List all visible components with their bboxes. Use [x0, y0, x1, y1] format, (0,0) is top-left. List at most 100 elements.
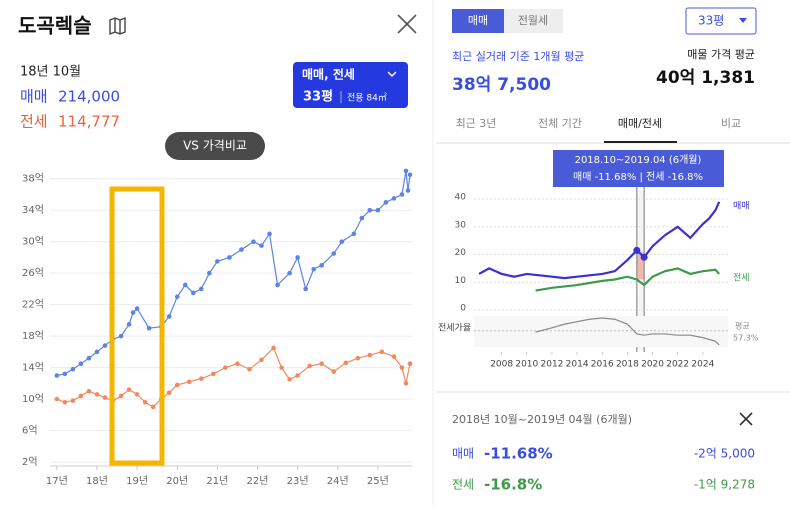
data-point — [211, 371, 216, 377]
data-point — [403, 381, 409, 386]
series-line — [478, 201, 721, 280]
data-point — [54, 373, 60, 378]
data-point — [207, 270, 212, 276]
y-tick-label: 30 — [455, 220, 467, 230]
x-tick-label: 24년 — [327, 475, 349, 487]
data-point — [331, 369, 337, 374]
data-point — [235, 361, 240, 366]
x-tick-label: 2008 — [490, 360, 513, 370]
compare-label: VS 가격비교 — [183, 139, 247, 153]
data-point — [247, 366, 252, 372]
y-tick-label: 6억 — [22, 425, 38, 437]
data-point — [295, 373, 300, 378]
x-tick-label: 2012 — [541, 360, 564, 370]
map-icon[interactable] — [109, 16, 126, 36]
data-point — [391, 354, 397, 359]
data-point — [62, 371, 68, 377]
highlight-point — [633, 246, 641, 254]
ratio-average-label: 57.3% — [733, 334, 759, 343]
sale-label: 매매 — [20, 88, 48, 106]
data-point — [126, 322, 132, 327]
legend-label: 매매 — [733, 200, 750, 211]
data-point — [319, 263, 325, 268]
data-point — [199, 286, 204, 292]
period-tab[interactable]: 매매/전세 — [618, 117, 662, 130]
rent-tab[interactable]: 전월세 — [504, 9, 563, 33]
data-point — [166, 390, 172, 396]
y-tick-label: 34억 — [22, 204, 44, 216]
compare-button[interactable]: VS 가격비교 — [165, 132, 265, 160]
data-point — [142, 399, 148, 405]
x-tick-label: 17년 — [46, 475, 68, 487]
data-point — [215, 259, 220, 264]
detail-sale-label: 매매 — [452, 447, 474, 461]
data-point — [391, 196, 397, 201]
sale-tab[interactable]: 매매 — [452, 9, 504, 33]
recent-label: 최근 실거래 기준 1개월 평균 — [452, 50, 584, 63]
data-point — [146, 325, 152, 331]
listing-value: 40억 1,381 — [656, 68, 755, 88]
data-point — [407, 172, 413, 178]
period-tab[interactable]: 최근 3년 — [456, 117, 497, 130]
data-point — [186, 379, 192, 385]
filter-button[interactable]: 매매, 전세 33평 전용 84㎡ — [293, 62, 408, 108]
data-point — [319, 361, 325, 366]
y-tick-label: 2억 — [22, 456, 38, 468]
period-tab[interactable]: 전체 기간 — [538, 117, 582, 130]
data-point — [405, 188, 411, 193]
data-point — [182, 282, 188, 288]
y-tick-label: 14억 — [22, 362, 44, 374]
data-point — [86, 388, 92, 394]
data-point — [94, 349, 100, 355]
y-tick-label: 22억 — [22, 299, 44, 311]
y-tick-label: 18억 — [22, 330, 44, 342]
data-point — [190, 290, 196, 296]
data-point — [303, 286, 308, 292]
period-tab[interactable]: 비교 — [721, 117, 741, 130]
series-line — [535, 267, 721, 292]
data-point — [351, 231, 357, 237]
ratio-band — [474, 316, 728, 347]
tooltip-period: 2018.10~2019.04 (6개월) — [575, 154, 702, 166]
data-point — [174, 294, 180, 300]
data-point — [166, 314, 172, 319]
x-tick-label: 2016 — [591, 360, 614, 370]
date: 18년 10월 — [20, 65, 81, 80]
sale-value: 214,000 — [58, 88, 120, 106]
detail-close[interactable] — [739, 412, 753, 426]
tooltip-change: 매매 -11.68% | 전세 -16.8% — [573, 171, 703, 183]
y-tick-label: 0 — [460, 304, 466, 314]
x-tick-label: 19년 — [126, 475, 148, 487]
data-point — [223, 365, 228, 370]
detail-panel — [436, 392, 790, 505]
close-button[interactable] — [397, 14, 417, 34]
data-point — [267, 231, 272, 237]
data-point — [399, 192, 405, 197]
data-point — [367, 352, 373, 358]
data-point — [355, 355, 361, 361]
filter-area: 전용 84㎡ — [347, 93, 387, 104]
period-tabs: 최근 3년 전체 기간 매매/전세 비교 — [456, 117, 742, 130]
data-point — [126, 387, 132, 392]
filter-size: 33평 — [303, 89, 333, 105]
size-select[interactable]: 33평 — [685, 7, 757, 35]
detail-jeonse-amount: -1억 9,278 — [694, 478, 755, 492]
data-point — [275, 282, 280, 288]
detail-sale-amount: -2억 5,000 — [694, 447, 755, 461]
data-point — [78, 393, 84, 399]
data-point — [118, 393, 124, 399]
highlight-box — [109, 186, 165, 466]
data-point — [287, 270, 292, 276]
data-point — [134, 392, 140, 397]
rent-tab-label: 전월세 — [518, 14, 548, 27]
x-tick-label: 2010 — [515, 360, 538, 370]
size-select-label: 33평 — [698, 14, 724, 28]
data-point — [174, 382, 180, 388]
series-line — [535, 317, 720, 346]
data-point — [375, 207, 381, 213]
y-tick-label: 40 — [455, 193, 467, 203]
x-tick-label: 25년 — [367, 475, 389, 487]
data-point — [359, 215, 365, 221]
data-point — [343, 360, 349, 366]
